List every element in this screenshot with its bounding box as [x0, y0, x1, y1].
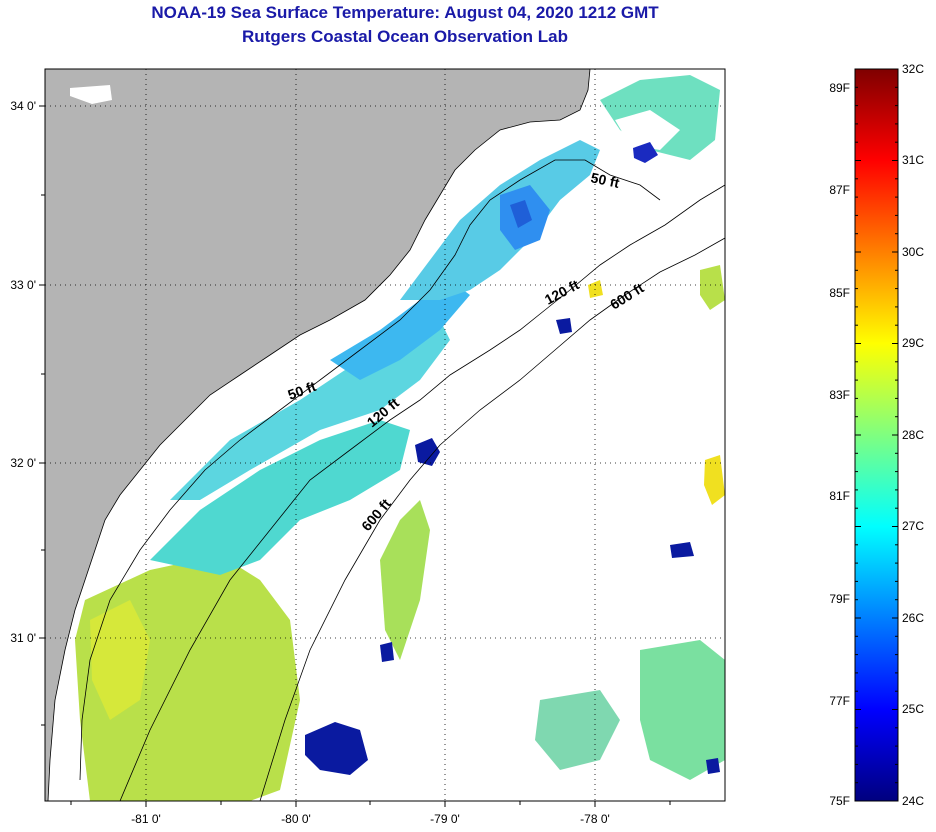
lon-tick-label: -81 0'	[131, 812, 161, 826]
colorbar-celsius-label: 25C	[902, 702, 924, 716]
colorbar-celsius-label: 29C	[902, 336, 924, 350]
colorbar-celsius-label: 26C	[902, 611, 924, 625]
colorbar-celsius-label: 24C	[902, 794, 924, 808]
graticule	[45, 69, 725, 801]
lat-tick-label: 33 0'	[10, 278, 36, 292]
colorbar-fahrenheit-label: 83F	[829, 388, 850, 402]
colorbar-ticks	[855, 68, 898, 802]
lat-tick-label: 34 0'	[10, 99, 36, 113]
colorbar-fahrenheit-label: 81F	[829, 489, 850, 503]
map-title: NOAA-19 Sea Surface Temperature: August …	[151, 3, 659, 22]
colorbar-fahrenheit-label: 89F	[829, 81, 850, 95]
colorbar-celsius-label: 30C	[902, 245, 924, 259]
isobath-120ft	[119, 184, 725, 801]
colorbar-celsius-label: 27C	[902, 519, 924, 533]
land-mass	[45, 69, 591, 801]
isobath-label: 50 ft	[589, 169, 621, 191]
lon-tick-label: -80 0'	[281, 812, 311, 826]
lat-tick-label: 32 0'	[10, 456, 36, 470]
colorbar-fahrenheit-label: 75F	[829, 794, 850, 808]
frame-ticks	[39, 105, 671, 807]
lon-tick-label: -78 0'	[580, 812, 610, 826]
sst-data	[75, 75, 725, 801]
colorbar	[854, 68, 899, 802]
colorbar-fahrenheit-label: 79F	[829, 592, 850, 606]
colorbar-celsius-label: 28C	[902, 428, 924, 442]
lon-tick-label: -79 0'	[430, 812, 460, 826]
isobath-50ft	[79, 159, 661, 781]
colorbar-fahrenheit-label: 87F	[829, 183, 850, 197]
map-frame	[44, 68, 726, 802]
map-subtitle: Rutgers Coastal Ocean Observation Lab	[242, 27, 568, 46]
colorbar-celsius-label: 31C	[902, 153, 924, 167]
isobath-600ft	[259, 237, 725, 801]
colorbar-fahrenheit-label: 77F	[829, 694, 850, 708]
colorbar-fahrenheit-label: 85F	[829, 286, 850, 300]
colorbar-celsius-label: 32C	[902, 62, 924, 76]
lat-tick-label: 31 0'	[10, 631, 36, 645]
